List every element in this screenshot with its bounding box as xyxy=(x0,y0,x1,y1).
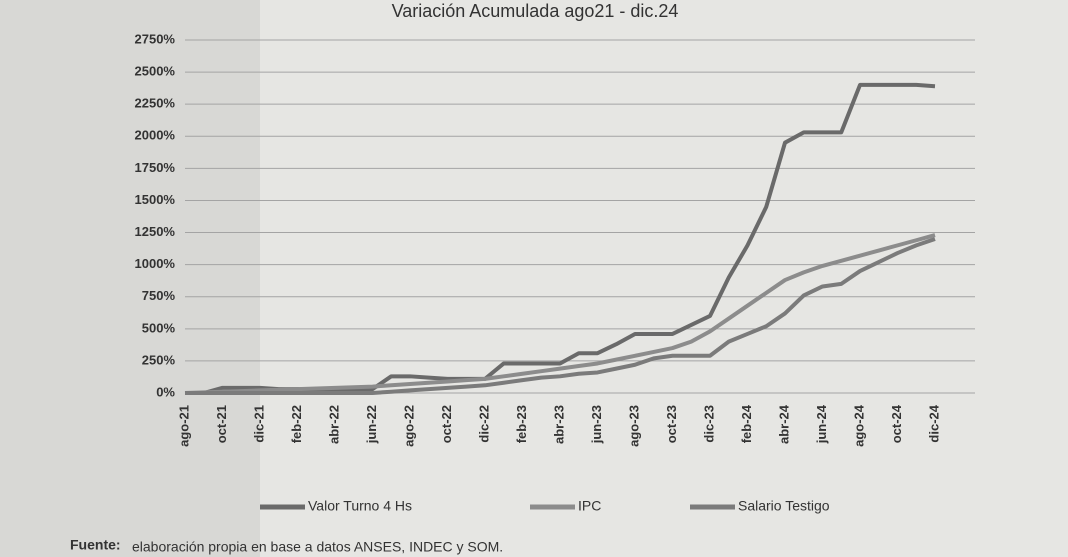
x-tick-label: oct-23 xyxy=(664,405,679,443)
x-tick-label: ago-22 xyxy=(401,405,416,447)
x-tick-label: dic-24 xyxy=(926,404,941,442)
y-tick-label: 1250% xyxy=(135,224,176,239)
legend-label: Salario Testigo xyxy=(738,498,830,514)
x-tick-label: abr-24 xyxy=(776,404,791,444)
x-tick-label: dic-23 xyxy=(701,405,716,443)
y-tick-label: 2500% xyxy=(135,64,176,79)
x-tick-label: feb-22 xyxy=(289,405,304,443)
y-tick-label: 250% xyxy=(142,352,176,367)
y-tick-label: 2000% xyxy=(135,128,176,143)
x-tick-label: jun-24 xyxy=(814,404,829,444)
x-tick-label: jun-23 xyxy=(589,405,604,444)
x-tick-label: oct-21 xyxy=(214,405,229,443)
legend-label: Valor Turno 4 Hs xyxy=(308,498,412,514)
y-tick-label: 500% xyxy=(142,320,176,335)
source-label: Fuente: xyxy=(70,537,121,553)
y-tick-label: 1500% xyxy=(135,192,176,207)
x-tick-label: oct-24 xyxy=(889,404,904,443)
x-tick-label: dic-21 xyxy=(251,405,266,443)
x-tick-label: abr-23 xyxy=(551,405,566,444)
chart-title: Variación Acumulada ago21 - dic.24 xyxy=(392,1,679,21)
y-tick-label: 1750% xyxy=(135,160,176,175)
series-line xyxy=(185,237,936,395)
legend-label: IPC xyxy=(578,498,601,514)
y-tick-label: 750% xyxy=(142,288,176,303)
x-tick-label: feb-24 xyxy=(739,404,754,443)
x-tick-label: oct-22 xyxy=(439,405,454,443)
x-tick-label: ago-23 xyxy=(626,405,641,447)
series-line xyxy=(184,233,936,395)
source-text: elaboración propia en base a datos ANSES… xyxy=(132,539,503,555)
x-tick-label: dic-22 xyxy=(476,405,491,443)
x-tick-label: ago-21 xyxy=(176,405,191,447)
y-tick-label: 2250% xyxy=(135,96,176,111)
y-tick-label: 0% xyxy=(156,384,175,399)
x-tick-label: ago-24 xyxy=(851,404,866,447)
x-tick-label: abr-22 xyxy=(326,405,341,444)
shadow xyxy=(0,0,260,557)
x-tick-label: feb-23 xyxy=(514,405,529,443)
x-tick-label: jun-22 xyxy=(364,405,379,444)
y-tick-label: 2750% xyxy=(135,31,176,46)
y-tick-label: 1000% xyxy=(135,256,176,271)
